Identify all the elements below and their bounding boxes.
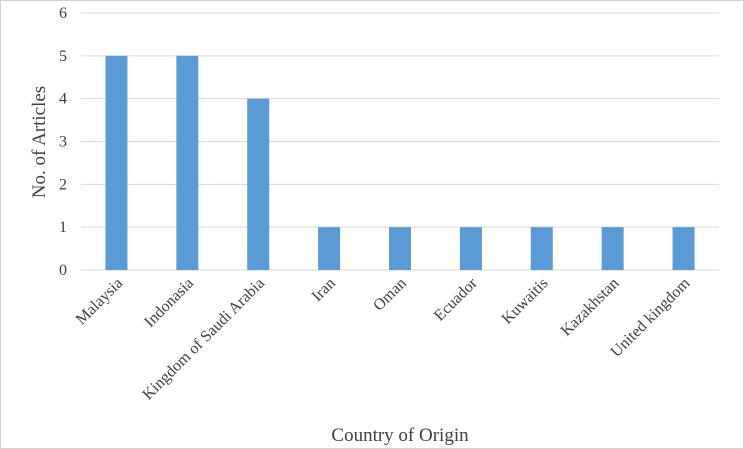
y-tick-label: 3 bbox=[59, 134, 67, 151]
bar bbox=[672, 227, 695, 270]
x-tick-label: Oman bbox=[370, 275, 410, 315]
y-tick-labels: 0 1 2 3 4 5 6 bbox=[59, 5, 67, 279]
y-tick-label: 2 bbox=[59, 176, 67, 193]
bar bbox=[530, 227, 553, 270]
y-axis-title: No. of Articles bbox=[29, 86, 50, 198]
y-tick-label: 1 bbox=[59, 219, 67, 236]
x-tick-label: Kazakhstan bbox=[558, 275, 623, 340]
bar bbox=[247, 98, 270, 271]
y-tick-label: 5 bbox=[59, 48, 67, 65]
bar bbox=[389, 227, 411, 270]
x-tick-label: Indonasia bbox=[141, 275, 197, 331]
bar bbox=[176, 55, 199, 271]
x-tick-label: Iran bbox=[309, 275, 339, 305]
bars bbox=[105, 55, 695, 271]
x-tick-label: Kingdom of Saudi Arabia bbox=[139, 275, 268, 404]
x-tick-label: Malaysia bbox=[73, 275, 126, 328]
x-axis-title: Country of Origin bbox=[331, 425, 469, 446]
bar bbox=[105, 55, 128, 271]
bar bbox=[601, 227, 624, 270]
x-tick-label: Kuwaitis bbox=[499, 275, 552, 328]
x-tick-label: Ecuador bbox=[431, 274, 481, 324]
y-tick-label: 0 bbox=[59, 262, 67, 279]
bar bbox=[318, 227, 341, 270]
y-tick-label: 6 bbox=[59, 5, 67, 22]
y-tick-label: 4 bbox=[59, 91, 67, 108]
bar bbox=[459, 227, 482, 270]
